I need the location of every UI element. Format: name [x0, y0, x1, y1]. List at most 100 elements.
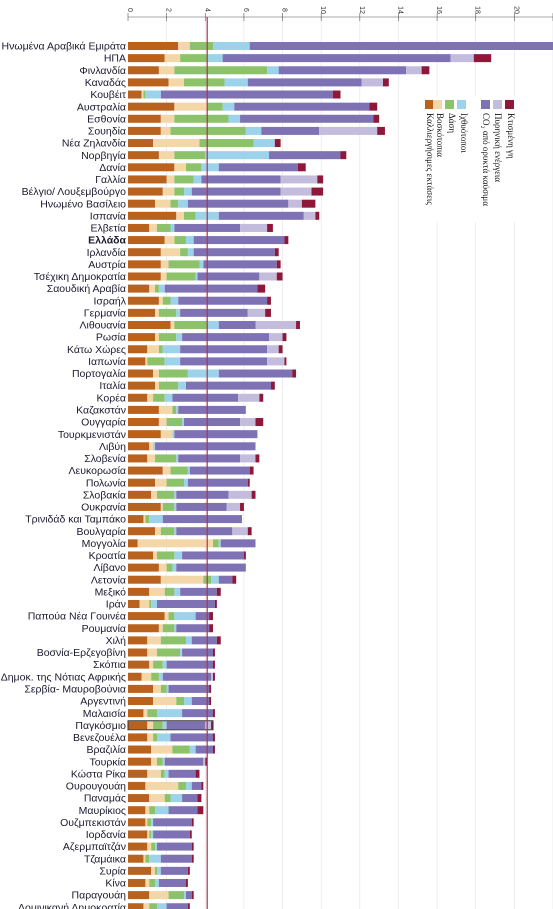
country-label: Ουζμπεκιστάν — [60, 817, 126, 829]
legend-label-builtup: Κτισμένη γη — [506, 113, 516, 159]
bar-segment-builtup — [201, 781, 204, 790]
bar-segment-land — [128, 308, 156, 317]
country-label: Ελλάδα — [88, 235, 126, 247]
country-label: Ρουμανία — [82, 623, 126, 635]
bar-segment-builtup — [216, 636, 221, 645]
bar-segment-co2 — [218, 575, 233, 584]
country-label: Μογγολία — [82, 538, 126, 550]
bar-segment-builtup — [189, 830, 192, 839]
bar-segment-grazing — [158, 418, 167, 427]
legend-swatch-grazing — [433, 100, 442, 109]
bar-segment-land — [128, 636, 148, 645]
bar-segment-forest — [213, 539, 219, 548]
bar-segment-builtup — [369, 102, 378, 111]
bar-segment-land — [128, 903, 144, 909]
tick-label: 10 — [319, 6, 326, 14]
country-label: Ιταλία — [99, 380, 126, 392]
bar-segment-fish — [153, 442, 156, 451]
bar-segment-builtup — [340, 151, 347, 160]
bar-segment-land — [128, 151, 159, 160]
country-label: Παραγουάη — [72, 890, 127, 902]
bar-segment-builtup — [278, 345, 283, 354]
bar-segment-grazing — [153, 139, 200, 148]
country-label: Γαλλία — [95, 174, 126, 186]
bar-segment-forest — [164, 794, 171, 803]
bar-segment-forest — [160, 684, 167, 693]
bar-segment-nuclear — [232, 527, 248, 536]
bar-segment-forest — [189, 42, 213, 50]
bar-segment-fish — [149, 515, 163, 524]
bar-segment-fish — [184, 697, 192, 706]
bar-segment-co2 — [168, 806, 198, 815]
bar-segment-co2 — [278, 66, 407, 75]
bar-segment-fish — [176, 308, 181, 317]
bar-segment-fish — [222, 102, 235, 111]
bar-segment-builtup — [213, 745, 215, 754]
bar-segment-grazing — [164, 54, 181, 63]
bar-segment-co2 — [174, 430, 258, 439]
bar-segment-fish — [207, 320, 219, 329]
bar-segment-co2 — [185, 891, 192, 900]
bar-segment-land — [128, 672, 142, 681]
bar-segment-builtup — [311, 187, 324, 196]
bar-segment-forest — [149, 599, 152, 608]
bar-segment-land — [128, 891, 150, 900]
bar-segment-co2 — [218, 369, 293, 378]
country-label: Σλοβακία — [83, 489, 126, 501]
bar-segment-co2 — [191, 781, 202, 790]
bar-segment-forest — [147, 818, 152, 827]
bar-segment-nuclear — [228, 490, 252, 499]
bar-segment-forest — [151, 672, 159, 681]
bar-segment-land — [128, 163, 175, 172]
bar-segment-co2 — [249, 42, 553, 50]
bar-segment-co2 — [153, 818, 192, 827]
bar-segment-land — [128, 648, 148, 657]
bar-segment-grazing — [147, 733, 154, 742]
bar-segment-land — [128, 854, 144, 863]
bar-segment-land — [128, 757, 152, 766]
bar-segment-forest — [160, 769, 165, 778]
bar-segment-fish — [176, 454, 179, 463]
country-label: Μαυρίκιος — [79, 805, 126, 817]
bar-segment-co2 — [166, 660, 213, 669]
bar-segment-builtup — [205, 757, 208, 766]
bar-segment-forest — [153, 733, 157, 742]
bar-segment-grazing — [147, 345, 159, 354]
bar-segment-co2 — [162, 515, 242, 524]
bar-segment-builtup — [276, 272, 283, 281]
bar-segment-co2 — [176, 527, 233, 536]
country-label: Τρινιδάδ και Ταμπάκο — [25, 514, 126, 526]
bar-segment-forest — [151, 842, 156, 851]
country-label: Βέλγιο/ Λουξεμβούργο — [22, 186, 126, 198]
bar-segment-fish — [218, 539, 221, 548]
bar-segment-builtup — [274, 139, 281, 148]
tick-label: 6 — [242, 8, 249, 12]
country-label: Αυστραλία — [77, 101, 126, 113]
country-label: Σκόπια — [93, 659, 126, 671]
country-label: Παπούα Νέα Γουινέα — [28, 611, 126, 623]
bar-segment-builtup — [191, 891, 194, 900]
legend-swatch-nuclear — [493, 100, 502, 109]
bar-segment-forest — [168, 612, 175, 621]
bar-segment-land — [128, 612, 165, 621]
bar-segment-grazing — [145, 806, 150, 815]
bar-segment-land — [128, 284, 150, 293]
bar-segment-forest — [155, 454, 177, 463]
legend-swatch-co2 — [481, 100, 490, 109]
bar-segment-forest — [162, 502, 175, 511]
country-label: Παναμάς — [84, 793, 126, 805]
bar-segment-co2 — [160, 866, 188, 875]
bar-segment-land — [128, 102, 175, 111]
bar-segment-land — [128, 223, 150, 232]
bar-segment-forest — [145, 515, 150, 524]
bar-segment-co2 — [180, 345, 268, 354]
country-label: Ουγγαρία — [81, 417, 126, 429]
bar-segment-grazing — [160, 260, 169, 269]
bar-segment-land — [128, 599, 140, 608]
country-label: Λιβύη — [99, 441, 126, 453]
bar-segment-co2 — [180, 308, 248, 317]
bar-segment-forest — [162, 624, 175, 633]
bar-segment-nuclear — [226, 502, 241, 511]
country-label: Γερμανία — [84, 307, 126, 319]
bar-segment-co2 — [170, 733, 213, 742]
